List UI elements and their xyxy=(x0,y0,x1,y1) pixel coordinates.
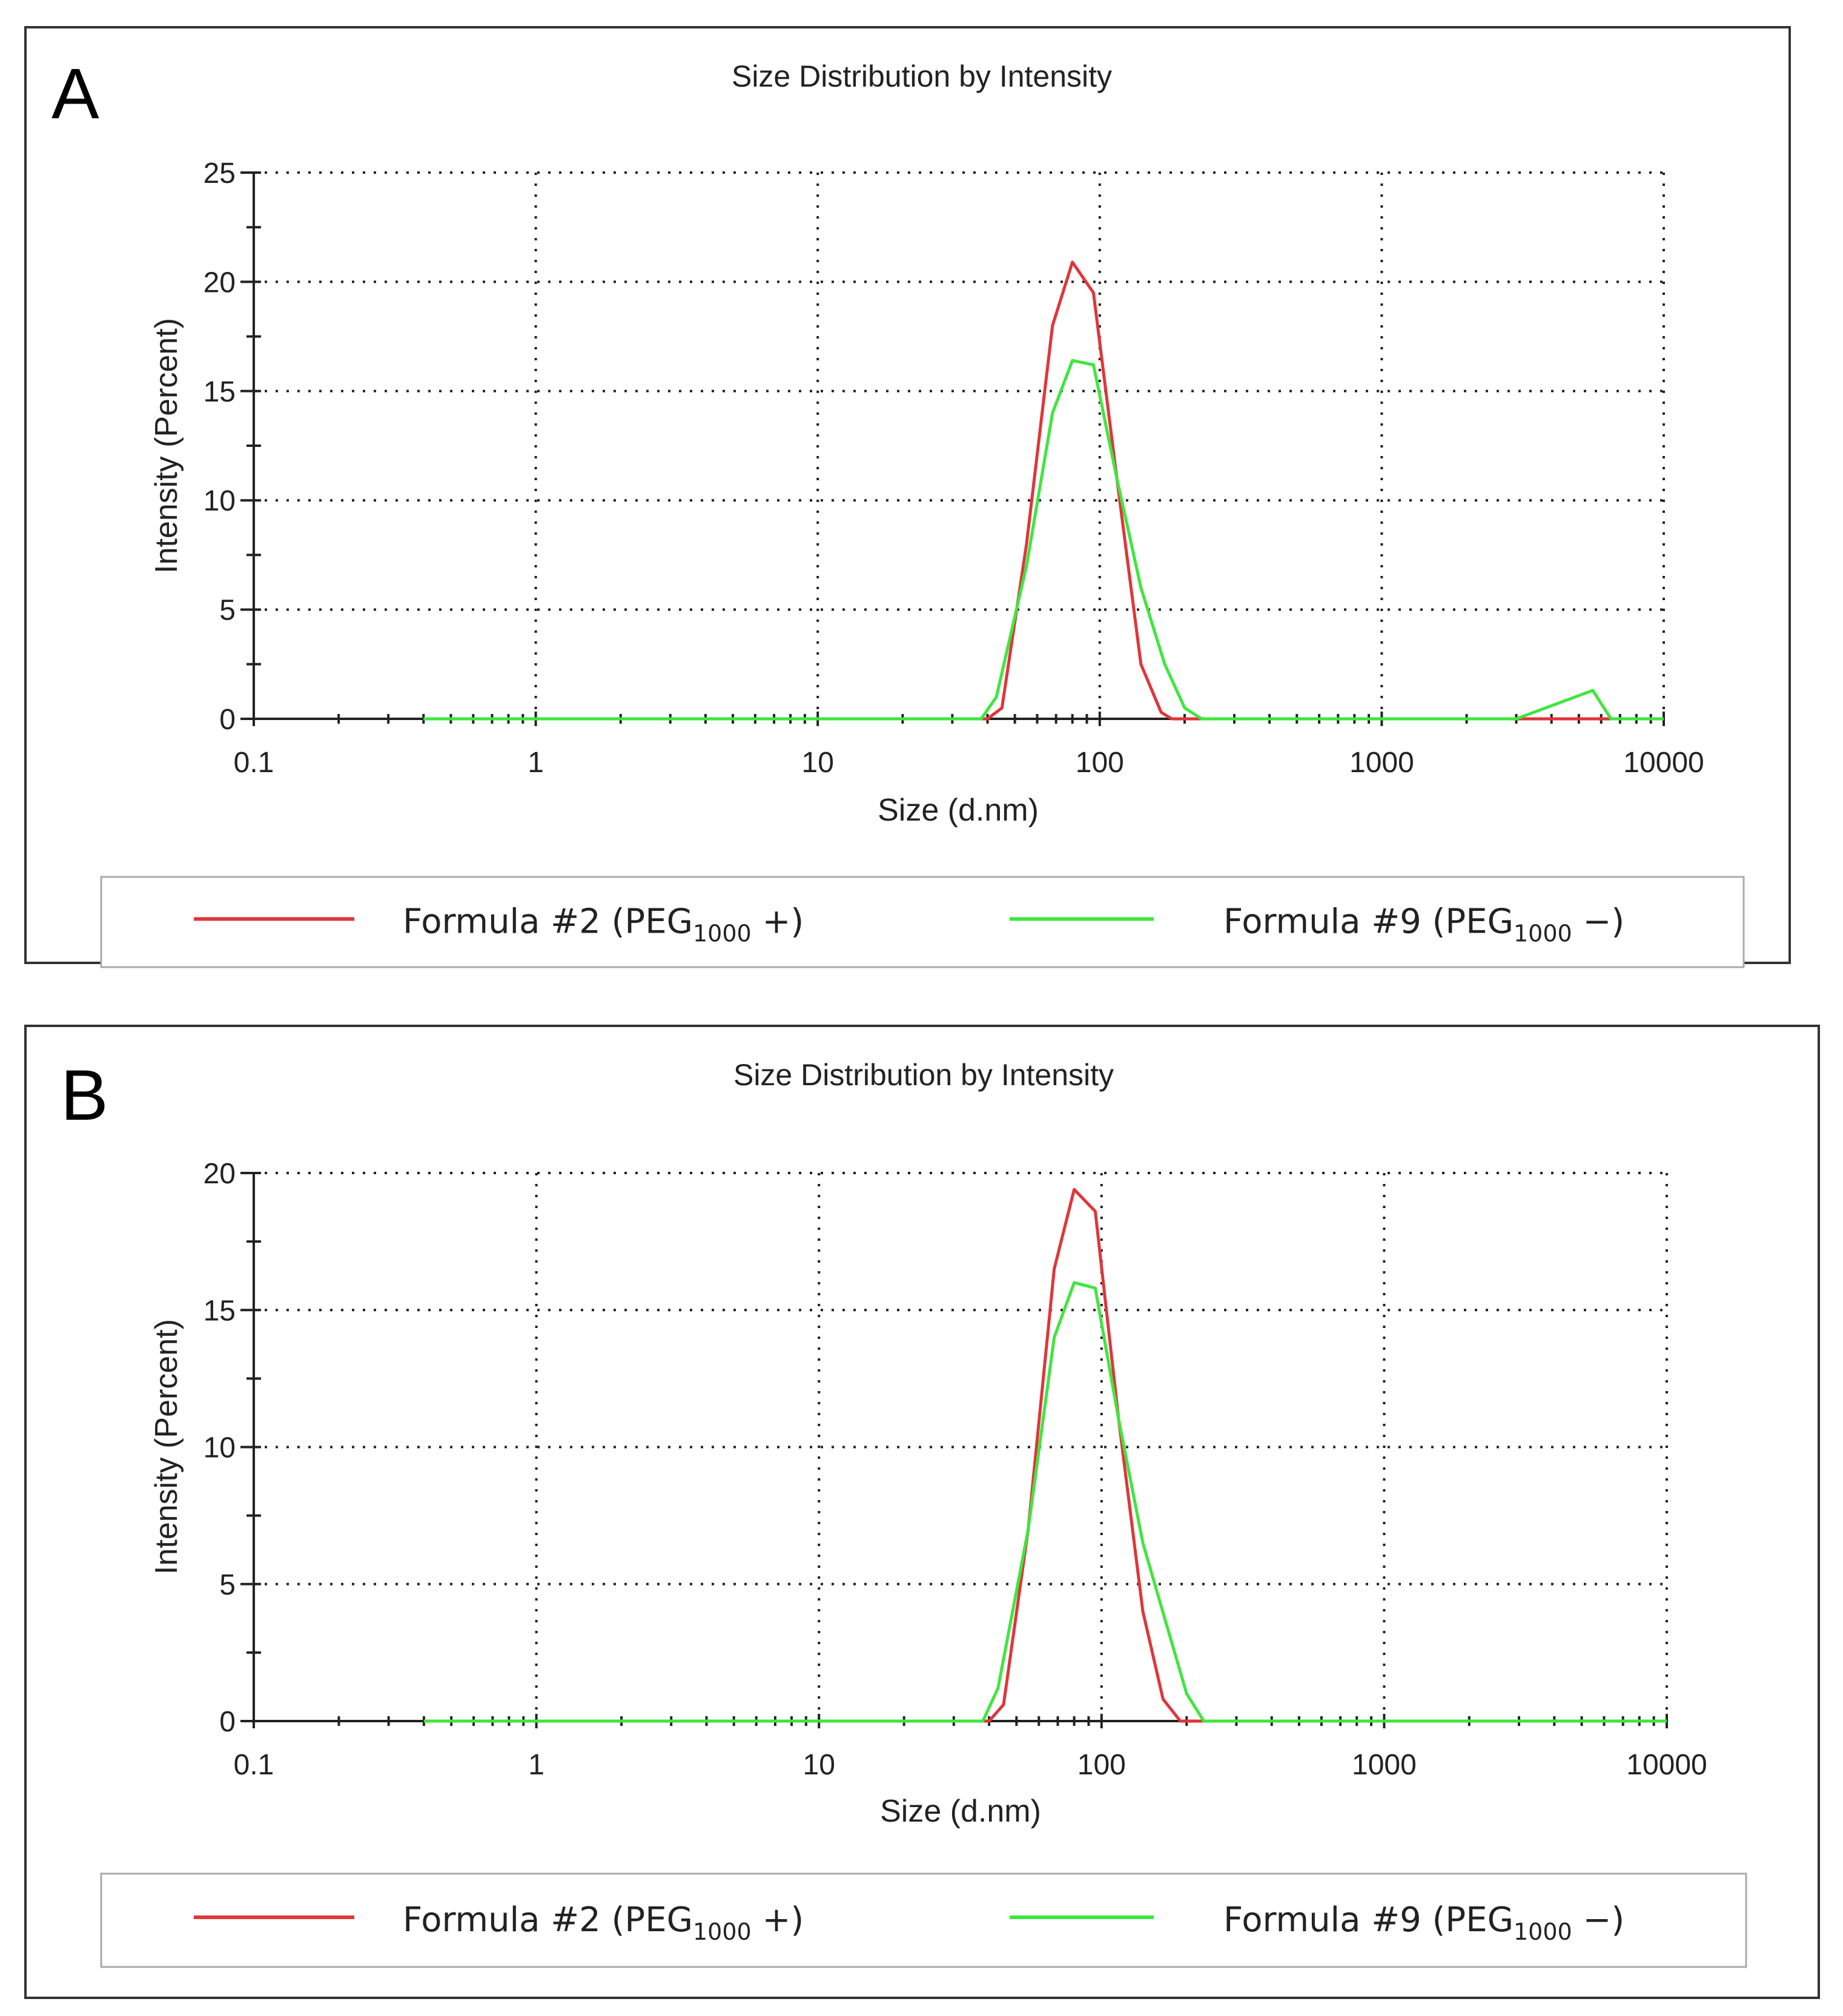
chart-a-series-formula-2-line xyxy=(423,260,1664,721)
chart-b-x-tick-label-3: 100 xyxy=(1077,1749,1126,1781)
chart-panel-a: A Size Distribution by Intensity 0 5 10 15 20 2… xyxy=(24,26,1791,968)
chart-b-series-formula-2-line xyxy=(423,1188,1667,1723)
chart-b-svg: B Size Distribution by Intensity 0 5 10 15 20 0… xyxy=(24,1025,1820,1999)
chart-b-legend-label-suffix: −) xyxy=(1572,1900,1625,1940)
chart-a-legend-label-suffix: +) xyxy=(752,902,804,942)
chart-a-x-tick-label-5: 10000 xyxy=(1623,747,1704,779)
chart-a-y-tick-label-4: 20 xyxy=(203,266,236,299)
chart-b-x-axis-label: Size (d.nm) xyxy=(880,1794,1041,1829)
chart-b-legend-label-subscript: 1000 xyxy=(693,1919,752,1945)
chart-b-frame xyxy=(24,1025,1820,1999)
chart-b-y-tick-label-3: 15 xyxy=(203,1295,236,1327)
chart-a-y-tick-label-1: 5 xyxy=(219,595,236,627)
chart-a-legend: Formula #2 (PEG1000 +) Formula #9 (PEG100… xyxy=(100,876,1745,968)
chart-b-legend-label-suffix: +) xyxy=(752,1900,804,1940)
chart-b-legend-label-subscript: 1000 xyxy=(1514,1919,1572,1945)
chart-a-x-axis-label: Size (d.nm) xyxy=(878,793,1039,828)
chart-a-legend-label-prefix: Formula #9 (PEG xyxy=(1223,902,1514,942)
chart-a-y-tick-label-5: 25 xyxy=(203,157,236,190)
chart-a-legend-label-formula-9: Formula #9 (PEG1000 −) xyxy=(1223,902,1624,947)
chart-a-title: Size Distribution by Intensity xyxy=(732,59,1112,93)
chart-b-x-tick-label-5: 10000 xyxy=(1626,1749,1707,1781)
chart-a-y-tick-label-2: 10 xyxy=(203,485,236,517)
chart-b-title: Size Distribution by Intensity xyxy=(733,1058,1114,1092)
chart-a-x-tick-label-1: 1 xyxy=(528,747,544,779)
chart-b-x-tick-label-4: 1000 xyxy=(1352,1749,1417,1781)
chart-b-series-formula-9-line xyxy=(423,1281,1667,1723)
chart-a-legend-label-subscript: 1000 xyxy=(693,920,752,947)
chart-b-x-tick-label-2: 10 xyxy=(803,1749,835,1781)
chart-a-x-tick-label-4: 1000 xyxy=(1349,747,1414,779)
chart-b-y-axis-label: Intensity (Percent) xyxy=(149,1319,184,1575)
chart-b-legend: Formula #2 (PEG1000 +) Formula #9 (PEG100… xyxy=(100,1872,1747,1968)
chart-b-x-tick-label-0: 0.1 xyxy=(234,1749,274,1781)
chart-a-y-tick-label-3: 15 xyxy=(203,376,236,408)
chart-a-legend-box xyxy=(100,876,1745,968)
chart-a-legend-label-prefix: Formula #2 (PEG xyxy=(403,902,693,942)
chart-a-legend-label-subscript: 1000 xyxy=(1514,920,1572,947)
chart-b-legend-box xyxy=(100,1872,1747,1968)
chart-panel-b: B Size Distribution by Intensity 0 5 10 15 20 0… xyxy=(0,1008,1843,2016)
chart-a-x-tick-label-2: 10 xyxy=(802,747,834,779)
chart-a-legend-label-formula-2: Formula #2 (PEG1000 +) xyxy=(403,902,804,947)
chart-b-y-tick-label-2: 10 xyxy=(203,1432,236,1464)
chart-a-svg: A Size Distribution by Intensity 0 5 10 15 20 2… xyxy=(24,26,1791,968)
chart-a-y-axis-label: Intensity (Percent) xyxy=(149,318,184,573)
chart-b-y-tick-label-1: 5 xyxy=(219,1569,236,1601)
chart-a-series-formula-9-line xyxy=(423,359,1664,721)
chart-a-x-tick-label-3: 100 xyxy=(1076,747,1124,779)
chart-b-legend-label-prefix: Formula #9 (PEG xyxy=(1223,1900,1514,1940)
chart-b-panel-label: B xyxy=(61,1056,108,1135)
chart-b-legend-label-prefix: Formula #2 (PEG xyxy=(403,1900,693,1940)
chart-b-legend-label-formula-9: Formula #9 (PEG1000 −) xyxy=(1223,1900,1624,1945)
chart-a-legend-label-suffix: −) xyxy=(1572,902,1625,942)
chart-a-x-tick-label-0: 0.1 xyxy=(234,747,274,779)
chart-b-y-tick-label-4: 20 xyxy=(203,1158,236,1190)
chart-b-x-tick-label-1: 1 xyxy=(528,1749,544,1781)
chart-b-y-tick-label-0: 0 xyxy=(219,1706,236,1738)
chart-b-legend-label-formula-2: Formula #2 (PEG1000 +) xyxy=(403,1900,804,1945)
chart-a-panel-label: A xyxy=(51,54,99,134)
chart-a-y-tick-label-0: 0 xyxy=(219,704,236,736)
